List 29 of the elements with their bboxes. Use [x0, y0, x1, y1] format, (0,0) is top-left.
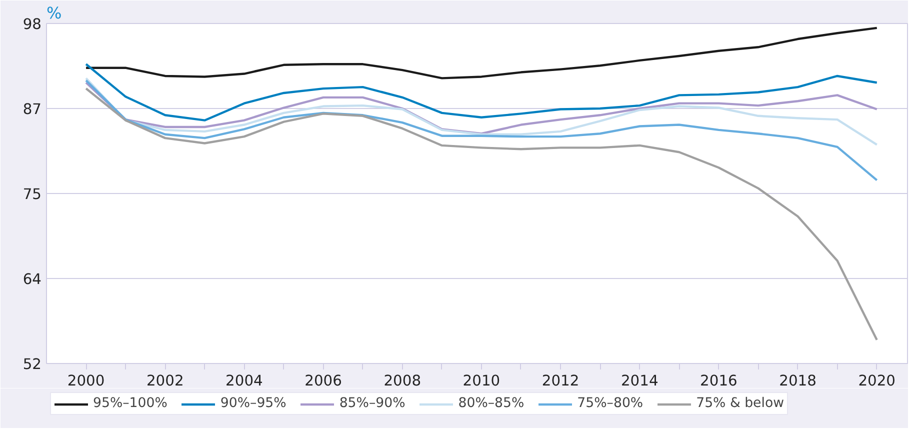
- x-tick-label: 2004: [226, 372, 263, 390]
- y-tick-label: 64: [22, 271, 42, 288]
- line-series: [84, 79, 878, 182]
- x-tick-label: 2016: [700, 372, 738, 390]
- y-tick-label: 52: [22, 356, 42, 373]
- line-series: [84, 26, 878, 80]
- x-tick-label: 2020: [858, 372, 896, 390]
- y-tick-label: 87: [22, 101, 42, 118]
- line-series: [84, 63, 878, 122]
- x-tick-label: 2000: [67, 372, 105, 390]
- x-tick-label: 2018: [779, 372, 816, 390]
- line-series: [84, 87, 878, 341]
- x-tick-label: 2002: [146, 372, 184, 390]
- legend-label: 85%–90%: [339, 396, 406, 411]
- y-tick-label: 75: [22, 186, 42, 203]
- y-tick-label: 98: [22, 16, 42, 33]
- line-series: [84, 77, 878, 146]
- legend-label: 80%–85%: [458, 396, 524, 411]
- x-tick-label: 2008: [384, 372, 422, 390]
- legend-label: 90%–95%: [220, 396, 286, 411]
- x-tick-label: 2006: [304, 372, 342, 390]
- legend-label: 75%–80%: [577, 396, 644, 411]
- y-axis-title: %: [46, 4, 62, 22]
- legend-label: 95%–100%: [93, 396, 168, 411]
- x-tick-label: 2010: [462, 372, 500, 390]
- x-tick-label: 2012: [542, 372, 580, 390]
- line-series: [84, 82, 878, 135]
- legend-label: 75% & below: [696, 396, 784, 411]
- x-tick-label: 2014: [620, 372, 658, 390]
